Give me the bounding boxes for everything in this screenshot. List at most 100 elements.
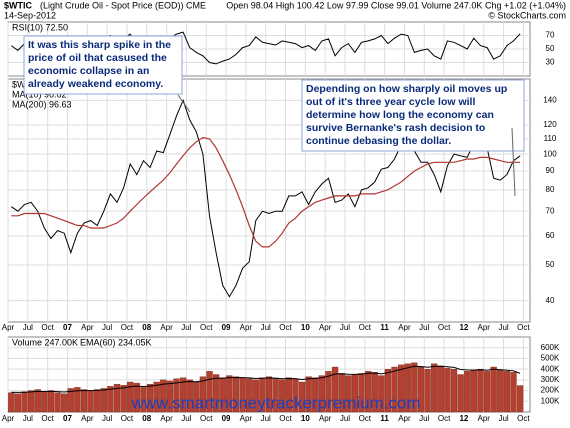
volume-bar — [411, 362, 418, 413]
x-tick-label: Apr — [2, 414, 15, 423]
x-tick-label: Jul — [181, 323, 191, 332]
date: 14-Sep-2012 — [4, 10, 56, 20]
x-tick-label: Oct — [438, 323, 451, 332]
volume-bar — [232, 376, 240, 413]
x-tick-label: Apr — [81, 323, 94, 332]
volume-bar — [173, 378, 180, 413]
x-tick-label: Jul — [102, 414, 112, 423]
volume-bar — [358, 373, 365, 413]
y-tick-label: 40 — [546, 296, 555, 305]
x-tick-label: Apr — [319, 414, 332, 423]
annotation-text: survive Bernanke's rash decision to — [306, 122, 485, 134]
x-tick-label: Oct — [438, 414, 451, 423]
volume-bar — [140, 387, 147, 413]
symbol-name: (Light Crude Oil - Spot Price (EOD)) CME — [40, 0, 206, 10]
x-tick-label: Oct — [121, 414, 134, 423]
x-tick-label: Oct — [279, 323, 292, 332]
volume-bar — [259, 377, 266, 413]
volume-bar — [252, 379, 259, 413]
annotation-text: Depending on how sharply oil moves up — [306, 83, 507, 95]
volume-bar — [54, 392, 61, 413]
volume-bar — [371, 372, 378, 413]
volume-bar — [285, 377, 292, 413]
volume-bar — [464, 371, 471, 413]
volume-bar — [437, 365, 444, 413]
y-tick-label: 90 — [546, 166, 555, 175]
y-tick-label: 60 — [546, 231, 555, 240]
volume-bar — [199, 376, 207, 413]
annotation-text: It was this sharp spike in the — [28, 39, 171, 51]
x-tick-label: Apr — [398, 323, 411, 332]
volume-bar — [497, 370, 504, 413]
volume-bar — [318, 375, 325, 413]
volume-bar — [345, 375, 352, 413]
quote: Open 98.04 High 100.42 Low 97.99 Close 9… — [226, 0, 566, 10]
volume-bar — [166, 380, 174, 413]
volume-bar — [80, 389, 88, 413]
volume-bar — [213, 374, 220, 413]
volume-bar — [74, 387, 81, 413]
volume-bar — [272, 378, 279, 413]
volume-bar — [483, 371, 491, 413]
x-tick-label: Apr — [81, 414, 94, 423]
volume-bar — [398, 364, 405, 413]
volume-bar — [133, 382, 140, 413]
x-tick-label: 10 — [301, 414, 310, 423]
annotation-text: determine how long the economy can — [306, 109, 494, 121]
volume-bar — [47, 390, 55, 413]
y-tick-label: 70 — [546, 206, 555, 215]
y-tick-label: 80 — [546, 185, 555, 194]
volume-bar — [490, 366, 497, 413]
x-tick-label: Apr — [398, 414, 411, 423]
annotation-box — [23, 35, 183, 95]
volume-bar — [444, 367, 451, 413]
x-tick-label: Apr — [319, 323, 332, 332]
x-tick-label: Oct — [41, 323, 54, 332]
x-tick-label: 08 — [142, 323, 151, 332]
volume-bar — [325, 371, 332, 413]
volume-bar — [298, 381, 306, 413]
volume-bar — [113, 383, 121, 413]
series-line — [11, 98, 521, 298]
volume-bar — [146, 383, 154, 413]
x-tick-label: Jul — [181, 414, 191, 423]
x-tick-label: 11 — [380, 414, 389, 423]
volume-bar — [8, 392, 15, 413]
annotation-arrow — [511, 127, 516, 197]
y-tick-label: 200K — [541, 386, 560, 395]
x-tick-label: Oct — [121, 323, 134, 332]
y-tick-label: 140 — [543, 95, 557, 104]
volume-bar — [305, 376, 312, 413]
x-tick-label: Jul — [23, 414, 33, 423]
x-tick-label: Oct — [517, 323, 530, 332]
x-tick-label: Apr — [478, 323, 491, 332]
x-tick-label: Jul — [498, 414, 508, 423]
x-tick-label: Jul — [261, 323, 271, 332]
y-tick-label: 500K — [541, 354, 560, 363]
annotation-text: out of it's three year cycle low will — [306, 96, 475, 108]
volume-bar — [364, 371, 372, 413]
y-tick-label: 70 — [546, 31, 555, 40]
volume-bar — [34, 389, 41, 413]
y-tick-label: 30 — [546, 58, 555, 67]
volume-bar — [41, 391, 48, 413]
volume-bar — [384, 368, 392, 413]
legend-entry: RSI(10) 72.50 — [12, 22, 68, 32]
x-tick-label: 11 — [380, 323, 389, 332]
x-tick-label: Oct — [359, 323, 372, 332]
x-tick-label: Jul — [419, 414, 429, 423]
legend-entry: Volume 247.00K — [12, 337, 78, 347]
x-tick-label: Jul — [498, 323, 508, 332]
x-tick-label: 12 — [459, 323, 468, 332]
x-tick-label: 12 — [459, 414, 468, 423]
volume-bar — [424, 368, 431, 413]
x-tick-label: 09 — [222, 414, 231, 423]
volume-bar — [206, 371, 213, 413]
y-tick-label: 50 — [546, 44, 555, 53]
volume-bar — [179, 377, 187, 413]
annotation-box — [301, 79, 525, 152]
volume-bar — [378, 375, 385, 413]
annotation-text: already weakend economy. — [28, 78, 163, 90]
volume-bar — [312, 377, 319, 413]
